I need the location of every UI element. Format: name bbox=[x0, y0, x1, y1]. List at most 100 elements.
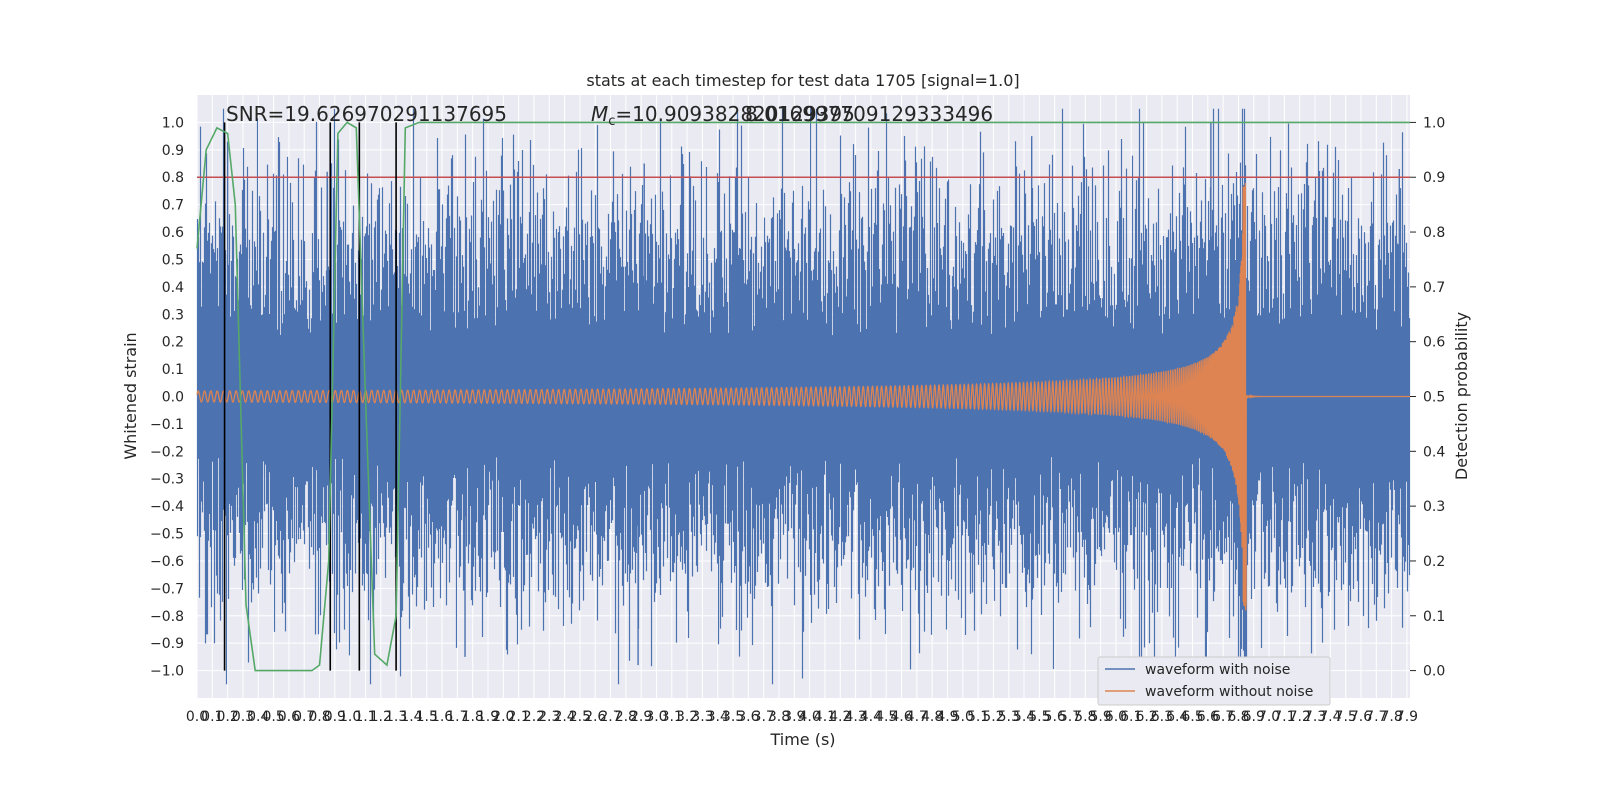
x-tick-label: 6.9 bbox=[1243, 709, 1265, 725]
x-axis-label: Time (s) bbox=[769, 730, 835, 749]
x-tick-label: 6.3 bbox=[1151, 709, 1173, 725]
y2-tick-label: 0.1 bbox=[1423, 609, 1445, 625]
y-tick-label: 0.3 bbox=[162, 307, 184, 323]
x-tick-label: 0.3 bbox=[232, 709, 254, 725]
y2-tick-labels: 0.0 0.1 0.2 0.3 0.4 0.5 0.6 0.7 0.8 0.9 1.0 bbox=[1410, 115, 1445, 680]
chart-title: stats at each timestep for test data 170… bbox=[586, 71, 1019, 90]
x-tick-label: 5.2 bbox=[982, 709, 1004, 725]
y2-tick-label: 0.7 bbox=[1423, 280, 1445, 296]
x-tick-label: 7.1 bbox=[1273, 709, 1295, 725]
x-tick-label: 7.7 bbox=[1365, 709, 1387, 725]
legend: waveform with noise waveform without noi… bbox=[1097, 656, 1331, 706]
x-tick-label: 5.0 bbox=[952, 709, 974, 725]
y-tick-label: 0.5 bbox=[162, 252, 184, 268]
y-tick-label: 0.0 bbox=[162, 390, 184, 406]
y2-tick-label: 0.9 bbox=[1423, 170, 1445, 186]
annotation-chirp-mass: Mc=10.909382820129395 bbox=[591, 102, 855, 129]
x-tick-label: 7.3 bbox=[1304, 709, 1326, 725]
y-tick-label: 0.7 bbox=[162, 198, 184, 214]
x-tick-label: 7.4 bbox=[1319, 709, 1341, 725]
x-tick-label: 0.4 bbox=[247, 709, 269, 725]
y-tick-label: 0.8 bbox=[162, 170, 184, 186]
y2-tick-label: 0.6 bbox=[1423, 335, 1445, 351]
x-tick-label: 3.1 bbox=[661, 709, 683, 725]
y-tick-labels: −1.0 −0.9 −0.8 −0.7 −0.6 −0.5 −0.4 −0.3 −0.2 −0.1… bbox=[150, 115, 184, 679]
x-tick-label: 2.0 bbox=[492, 709, 514, 725]
x-tick-labels: 0.00.10.20.30.40.50.60.70.80.91.01.11.21… bbox=[186, 709, 1418, 725]
x-tick-label: 1.9 bbox=[477, 709, 499, 725]
x-tick-label: 5.6 bbox=[1044, 709, 1066, 725]
annotation-snr: SNR=19.626970291137695 bbox=[226, 102, 507, 126]
x-tick-label: 1.7 bbox=[446, 709, 468, 725]
y2-tick-label: 0.5 bbox=[1423, 390, 1445, 406]
x-tick-label: 2.1 bbox=[507, 709, 529, 725]
x-tick-label: 4.3 bbox=[844, 709, 866, 725]
x-tick-label: 5.3 bbox=[998, 709, 1020, 725]
x-tick-label: 4.9 bbox=[936, 709, 958, 725]
y2-tick-label: 0.2 bbox=[1423, 554, 1445, 570]
y-tick-label: 0.1 bbox=[162, 362, 184, 378]
y-tick-label: −0.3 bbox=[150, 472, 184, 488]
x-tick-label: 3.6 bbox=[737, 709, 759, 725]
x-tick-label: 6.8 bbox=[1227, 709, 1249, 725]
x-tick-label: 7.9 bbox=[1396, 709, 1418, 725]
y-tick-label: −0.9 bbox=[150, 636, 184, 652]
x-tick-label: 6.4 bbox=[1166, 709, 1188, 725]
x-tick-label: 4.1 bbox=[814, 709, 836, 725]
y-tick-label: 0.6 bbox=[162, 225, 184, 241]
x-tick-label: 4.6 bbox=[890, 709, 912, 725]
x-tick-label: 6.2 bbox=[1135, 709, 1157, 725]
x-tick-label: 7.2 bbox=[1289, 709, 1311, 725]
y-tick-label: −0.8 bbox=[150, 609, 184, 625]
x-tick-label: 2.6 bbox=[584, 709, 606, 725]
x-tick-label: 2.9 bbox=[630, 709, 652, 725]
y-tick-label: −0.4 bbox=[150, 499, 184, 515]
x-tick-label: 3.5 bbox=[722, 709, 744, 725]
x-tick-label: 2.7 bbox=[599, 709, 621, 725]
x-tick-label: 3.2 bbox=[676, 709, 698, 725]
x-tick-label: 5.8 bbox=[1074, 709, 1096, 725]
legend-label-clean: waveform without noise bbox=[1145, 684, 1313, 700]
x-tick-label: 4.5 bbox=[875, 709, 897, 725]
y2-tick-label: 0.0 bbox=[1423, 664, 1445, 680]
y-tick-label: 0.2 bbox=[162, 335, 184, 351]
x-tick-label: 2.8 bbox=[615, 709, 637, 725]
x-tick-label: 3.7 bbox=[753, 709, 775, 725]
x-tick-label: 3.3 bbox=[691, 709, 713, 725]
x-tick-label: 5.9 bbox=[1089, 709, 1111, 725]
x-tick-label: 4.2 bbox=[829, 709, 851, 725]
series-waveform-without-noise bbox=[196, 182, 1410, 611]
y2-tick-label: 0.3 bbox=[1423, 499, 1445, 515]
x-tick-label: 4.7 bbox=[906, 709, 928, 725]
y-tick-label: −0.6 bbox=[150, 554, 184, 570]
y-tick-label: 0.4 bbox=[162, 280, 184, 296]
annotation-overlap: 8.016997709129333496 bbox=[745, 102, 993, 126]
y-tick-label: −0.2 bbox=[150, 444, 184, 460]
x-tick-label: 6.1 bbox=[1120, 709, 1142, 725]
x-tick-label: 3.0 bbox=[645, 709, 667, 725]
y-tick-label: 1.0 bbox=[162, 115, 184, 131]
x-tick-label: 1.4 bbox=[400, 709, 422, 725]
x-tick-label: 1.2 bbox=[370, 709, 392, 725]
x-tick-label: 6.0 bbox=[1105, 709, 1127, 725]
x-tick-label: 5.4 bbox=[1013, 709, 1035, 725]
legend-label-noise: waveform with noise bbox=[1145, 662, 1290, 678]
x-tick-label: 6.7 bbox=[1212, 709, 1234, 725]
y-tick-label: −0.7 bbox=[150, 581, 184, 597]
x-tick-label: 7.8 bbox=[1380, 709, 1402, 725]
x-tick-label: 0.0 bbox=[186, 709, 208, 725]
x-tick-label: 3.9 bbox=[783, 709, 805, 725]
legend-box bbox=[1097, 656, 1331, 706]
x-tick-label: 4.0 bbox=[798, 709, 820, 725]
clean-waveform-line bbox=[196, 182, 1410, 611]
x-tick-label: 1.0 bbox=[339, 709, 361, 725]
x-tick-label: 0.6 bbox=[278, 709, 300, 725]
x-tick-label: 1.1 bbox=[354, 709, 376, 725]
x-tick-label: 7.6 bbox=[1350, 709, 1372, 725]
x-tick-label: 1.6 bbox=[431, 709, 453, 725]
x-tick-label: 4.8 bbox=[921, 709, 943, 725]
x-tick-label: 2.2 bbox=[523, 709, 545, 725]
x-tick-label: 0.1 bbox=[201, 709, 223, 725]
x-tick-label: 4.4 bbox=[860, 709, 882, 725]
